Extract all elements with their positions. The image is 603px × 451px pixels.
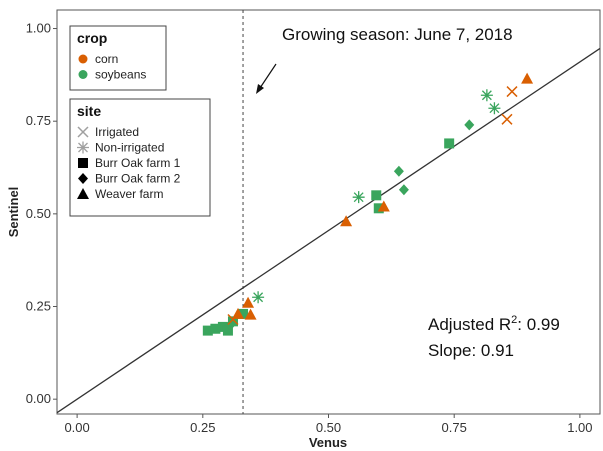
legend-label: soybeans (95, 68, 146, 82)
y-axis-title: Sentinel (6, 187, 21, 238)
legend-crop: crop corn soybeans (69, 25, 167, 91)
data-point (222, 325, 233, 336)
data-point (393, 165, 404, 177)
legend-key (78, 173, 88, 184)
data-point (352, 191, 365, 204)
annotation-arrow (259, 63, 277, 89)
annotation-arrowhead (256, 84, 264, 94)
slope-annotation: Slope: 0.91 (428, 341, 514, 360)
y-tick-label: 0.50 (26, 206, 51, 221)
data-point (227, 316, 238, 327)
legend-title: crop (77, 30, 107, 46)
legend-key (78, 70, 88, 79)
legend-label: Non-irrigated (95, 141, 164, 155)
legend-label: Irrigated (95, 125, 139, 139)
data-point (377, 200, 390, 212)
data-point (210, 323, 221, 334)
r2-prefix: Adjusted R (428, 315, 511, 334)
legend-key (77, 188, 89, 199)
legend-label: Weaver farm (95, 187, 163, 201)
x-tick-label: 0.25 (190, 420, 215, 435)
legend-label: Burr Oak farm 2 (95, 172, 181, 186)
x-tick-label: 0.50 (316, 420, 341, 435)
y-tick-label: 0.00 (26, 391, 51, 406)
legend-label: Burr Oak farm 1 (95, 156, 181, 170)
data-point (506, 86, 518, 98)
data-point (464, 119, 475, 131)
data-point (371, 190, 382, 201)
legend-box (69, 98, 211, 217)
legend-key (77, 126, 89, 138)
data-point (373, 203, 384, 214)
growing-season-label: Growing season: June 7, 2018 (282, 25, 513, 44)
legend-key (78, 54, 88, 64)
data-point (480, 89, 493, 102)
data-point (501, 113, 513, 125)
data-point (244, 308, 257, 320)
legend-label: corn (95, 52, 118, 66)
data-point (202, 325, 213, 336)
data-point (488, 102, 501, 115)
y-tick-label: 0.75 (26, 113, 51, 128)
legend-key (77, 141, 89, 154)
data-point (252, 291, 265, 304)
x-tick-label: 0.75 (442, 420, 467, 435)
r2-annotation: Adjusted R2: 0.99 (428, 314, 560, 334)
chart-marks (56, 10, 601, 414)
data-point (444, 138, 455, 149)
regression-line (56, 47, 601, 414)
data-point (398, 184, 409, 196)
data-point (232, 307, 244, 319)
data-point (238, 308, 249, 319)
x-tick-label: 0.00 (64, 420, 89, 435)
data-point (521, 72, 534, 84)
y-tick-label: 1.00 (26, 21, 51, 36)
data-point (340, 215, 353, 227)
r2-value: : 0.99 (517, 315, 560, 334)
r2-sup: 2 (511, 314, 517, 326)
x-tick-label: 1.00 (567, 420, 592, 435)
data-point (217, 321, 228, 332)
legend-key (78, 158, 88, 168)
y-tick-label: 0.25 (26, 299, 51, 314)
legend-title: site (77, 103, 101, 119)
axis-ticks: 0.00 0.25 0.50 0.75 1.00 0.00 0.25 0.50 0.75 1.00 (26, 21, 593, 435)
data-point (242, 296, 255, 308)
x-axis-title: Venus (309, 435, 347, 450)
